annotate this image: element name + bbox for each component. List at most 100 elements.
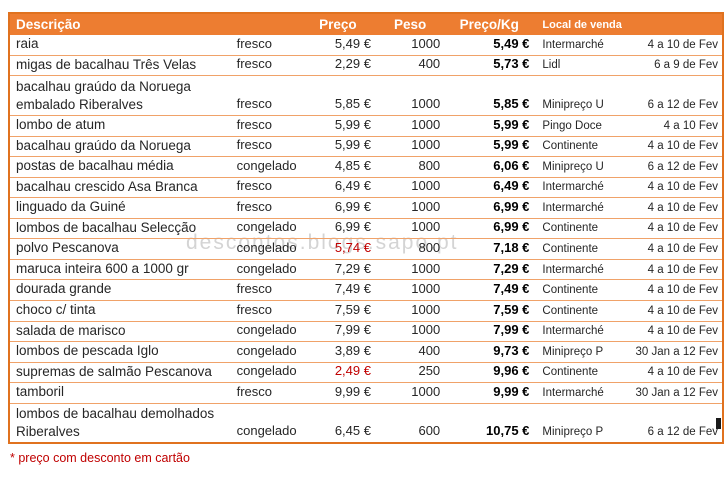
cell-preco-kg: 10,75 € xyxy=(486,423,530,439)
cell-preco: 5,99 € xyxy=(334,116,371,132)
header-peso: Peso xyxy=(373,13,447,35)
cell-peso: 1000 xyxy=(411,96,441,112)
cell-preco-kg: 6,06 € xyxy=(493,157,530,173)
cell-preco: 9,99 € xyxy=(334,383,371,399)
cell-preco: 7,99 € xyxy=(334,322,371,338)
cell-descricao: salada de marisco xyxy=(16,322,126,338)
cell-preco-kg: 9,73 € xyxy=(493,342,530,358)
table-row: dourada grande fresco 7,49 € 1000 7,49 € Cont… xyxy=(9,280,723,301)
cell-preco: 6,99 € xyxy=(334,198,371,214)
cell-peso: 1000 xyxy=(411,178,441,194)
cell-datas: 4 a 10 de Fev xyxy=(647,38,718,51)
cell-estado: congelado xyxy=(236,219,297,235)
table-row: bacalhau graúdo da Noruega embalado Ribe… xyxy=(9,76,723,116)
cell-datas: 4 a 10 de Fev xyxy=(647,263,718,276)
cell-preco: 7,59 € xyxy=(334,301,371,317)
cell-peso: 1000 xyxy=(411,301,441,317)
cell-descricao: postas de bacalhau média xyxy=(16,158,174,174)
cell-local: Intermarché xyxy=(542,38,604,51)
cell-peso: 400 xyxy=(418,56,441,72)
cell-estado: fresco xyxy=(236,281,273,297)
table-row: bacalhau graúdo da Noruega fresco 5,99 € 10… xyxy=(9,136,723,157)
cell-preco: 4,85 € xyxy=(334,157,371,173)
table-row: lombos de bacalhau Selecção congelado 6,99… xyxy=(9,218,723,239)
cell-preco: 6,49 € xyxy=(334,178,371,194)
cell-descricao: lombos de bacalhau demolhados Riberalves xyxy=(16,406,215,439)
cell-datas: 30 Jan a 12 Fev xyxy=(635,345,718,358)
cell-datas: 4 a 10 de Fev xyxy=(647,242,718,255)
cell-peso: 1000 xyxy=(411,281,441,297)
cell-peso: 1000 xyxy=(411,116,441,132)
table-row: raia fresco 5,49 € 1000 5,49 € Intermarché 4 a… xyxy=(9,35,723,56)
cell-peso: 1000 xyxy=(411,383,441,399)
header-preco: Preço xyxy=(301,13,374,35)
cell-preco-kg: 7,29 € xyxy=(493,260,530,276)
cell-preco: 3,89 € xyxy=(334,342,371,358)
cell-preco: 6,45 € xyxy=(334,423,371,439)
cell-local: Continente xyxy=(542,222,599,235)
cell-datas: 6 a 9 de Fev xyxy=(654,59,718,72)
cell-preco: 7,29 € xyxy=(334,260,371,276)
cell-peso: 600 xyxy=(418,423,441,439)
header-descricao: Descrição xyxy=(9,13,230,35)
table-row: bacalhau crescido Asa Branca fresco 6,49 €… xyxy=(9,177,723,198)
cell-preco-kg: 7,59 € xyxy=(493,301,530,317)
cell-local: Continente xyxy=(542,304,599,317)
cell-estado: fresco xyxy=(236,383,273,399)
cell-descricao: polvo Pescanova xyxy=(16,240,119,256)
cell-preco-kg: 7,99 € xyxy=(493,322,530,338)
cell-estado: fresco xyxy=(236,137,273,153)
cell-datas: 6 a 12 de Fev xyxy=(647,99,718,112)
cell-preco-kg: 5,99 € xyxy=(493,137,530,153)
cell-estado: congelado xyxy=(236,260,297,276)
cell-peso: 1000 xyxy=(411,219,441,235)
table-row: lombos de pescada Iglo congelado 3,89 € 400… xyxy=(9,342,723,363)
cell-estado: congelado xyxy=(236,157,297,173)
cell-local: Intermarché xyxy=(542,325,604,338)
cell-descricao: tamboril xyxy=(16,384,65,400)
cell-estado: congelado xyxy=(236,342,297,358)
cell-local: Minipreço P xyxy=(542,426,604,439)
cell-datas: 4 a 10 de Fev xyxy=(647,304,718,317)
cell-peso: 1000 xyxy=(411,322,441,338)
cell-preco: 2,29 € xyxy=(334,56,371,72)
table-row: supremas de salmão Pescanova congelado 2,4… xyxy=(9,362,723,383)
cell-datas: 4 a 10 de Fev xyxy=(647,140,718,153)
cell-preco-kg: 5,99 € xyxy=(493,116,530,132)
cell-datas: 4 a 10 de Fev xyxy=(647,201,718,214)
cell-datas: 4 a 10 Fev xyxy=(663,119,718,132)
cell-local: Continente xyxy=(542,366,599,379)
cell-local: Minipreço U xyxy=(542,160,604,173)
cell-descricao: maruca inteira 600 a 1000 gr xyxy=(16,260,189,276)
cell-local: Continente xyxy=(542,242,599,255)
cell-peso: 1000 xyxy=(411,137,441,153)
cell-estado: congelado xyxy=(236,423,297,439)
cell-datas: 4 a 10 de Fev xyxy=(647,222,718,235)
cell-estado: congelado xyxy=(236,363,297,379)
cell-descricao: bacalhau graúdo da Noruega embalado Ribe… xyxy=(16,79,191,112)
cell-preco: 5,85 € xyxy=(334,96,371,112)
cell-preco-kg: 6,99 € xyxy=(493,219,530,235)
cell-estado: fresco xyxy=(236,198,273,214)
cell-estado: fresco xyxy=(236,116,273,132)
header-estado xyxy=(229,13,302,35)
cell-descricao: raia xyxy=(16,36,39,51)
cell-local: Continente xyxy=(542,284,599,297)
cell-datas: 4 a 10 de Fev xyxy=(647,366,718,379)
cell-descricao: dourada grande xyxy=(16,281,112,297)
header-datas xyxy=(622,13,723,35)
table-row: choco c/ tinta fresco 7,59 € 1000 7,59 € Cont… xyxy=(9,301,723,322)
cell-estado: congelado xyxy=(236,240,297,256)
cell-descricao: bacalhau crescido Asa Branca xyxy=(16,178,198,194)
cell-preco-kg: 6,99 € xyxy=(493,198,530,214)
cell-descricao: linguado da Guiné xyxy=(16,199,126,215)
cell-peso: 800 xyxy=(418,157,441,173)
table-row: postas de bacalhau média congelado 4,85 € 8… xyxy=(9,157,723,178)
price-table-body: raia fresco 5,49 € 1000 5,49 € Intermarché 4 a… xyxy=(9,35,723,443)
cell-preco-kg: 5,85 € xyxy=(493,96,530,112)
cell-estado: fresco xyxy=(236,56,273,72)
cell-estado: fresco xyxy=(236,35,273,51)
header-local-de-venda: Local de venda xyxy=(532,13,623,35)
cell-preco: 5,74 € xyxy=(334,240,371,256)
cell-estado: fresco xyxy=(236,96,273,112)
